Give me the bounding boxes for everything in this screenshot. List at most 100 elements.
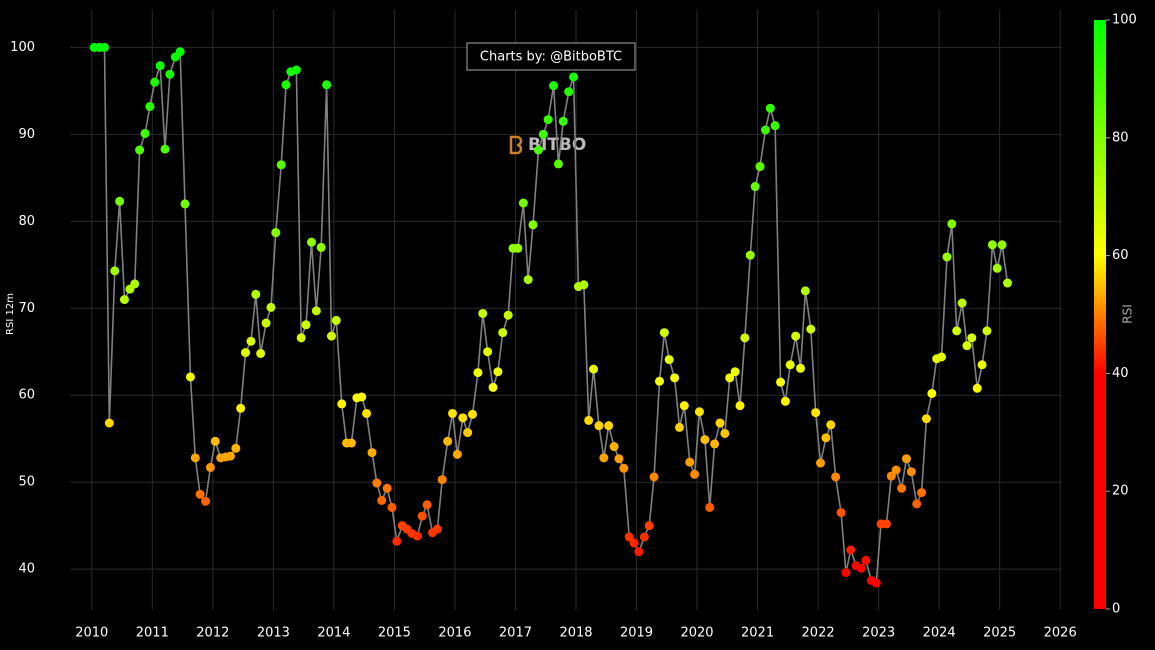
point (589, 364, 599, 374)
point (740, 333, 750, 343)
point (443, 436, 453, 446)
point (770, 121, 780, 131)
point (458, 413, 468, 423)
point (498, 328, 508, 338)
point (201, 496, 211, 506)
point (150, 77, 160, 87)
point (180, 199, 190, 209)
point (311, 306, 321, 316)
point (664, 355, 674, 365)
point (236, 403, 246, 413)
point (382, 483, 392, 493)
colorbar-tick-label: 40 (1112, 366, 1129, 381)
point (927, 388, 937, 398)
point (437, 475, 447, 485)
point (119, 295, 129, 305)
point (130, 279, 140, 289)
point (947, 219, 957, 229)
point (685, 457, 695, 467)
point (533, 145, 543, 155)
x-tick-label: 2018 (559, 626, 592, 641)
point (160, 144, 170, 154)
point (372, 478, 382, 488)
point (493, 367, 503, 377)
x-tick-label: 2016 (438, 626, 471, 641)
point (463, 428, 473, 438)
point (185, 372, 195, 382)
point (891, 465, 901, 475)
point (322, 80, 332, 90)
point (791, 331, 801, 341)
point (175, 47, 185, 57)
point (518, 198, 528, 208)
x-tick-label: 2012 (196, 626, 229, 641)
point (659, 328, 669, 338)
point (952, 326, 962, 336)
point (432, 524, 442, 534)
point (614, 454, 624, 464)
point (750, 182, 760, 192)
point (826, 420, 836, 430)
point (776, 377, 786, 387)
grid (70, 10, 1062, 610)
point (921, 414, 931, 424)
colorbar (1094, 20, 1106, 609)
point (725, 373, 735, 383)
x-tick-label: 2013 (257, 626, 290, 641)
point (528, 220, 538, 230)
point (710, 439, 720, 449)
x-tick-label: 2021 (741, 626, 774, 641)
point (503, 310, 513, 320)
point (715, 418, 725, 428)
point (674, 422, 684, 432)
point (629, 538, 639, 548)
point (579, 280, 589, 290)
point (296, 333, 306, 343)
point (241, 348, 251, 358)
point (195, 489, 205, 499)
point (655, 376, 665, 386)
point (901, 454, 911, 464)
colorbar-title: RSI (1121, 304, 1135, 324)
point (619, 463, 629, 473)
point (977, 360, 987, 370)
point (165, 69, 175, 79)
point (306, 237, 316, 247)
point (942, 252, 952, 262)
y-tick-label: 90 (18, 127, 35, 142)
point (115, 196, 125, 206)
point (755, 162, 765, 172)
x-tick-label: 2023 (862, 626, 895, 641)
colorbar-tick-label: 100 (1112, 13, 1137, 28)
point (992, 263, 1002, 273)
x-tick-label: 2017 (499, 626, 532, 641)
x-tick-label: 2020 (680, 626, 713, 641)
point (549, 81, 559, 91)
point (357, 392, 367, 402)
point (104, 418, 114, 428)
point (856, 563, 866, 573)
point (448, 408, 458, 418)
point (800, 286, 810, 296)
point (957, 298, 967, 308)
point (987, 240, 997, 250)
x-tick-label: 2011 (136, 626, 169, 641)
point (897, 483, 907, 493)
point (917, 488, 927, 498)
point (99, 42, 109, 52)
y-tick-label: 40 (18, 562, 35, 577)
point (745, 250, 755, 260)
point (301, 320, 311, 330)
point (967, 333, 977, 343)
y-axis-label: RSI 12m (5, 293, 16, 335)
y-tick-label: 80 (18, 214, 35, 229)
point (190, 453, 200, 463)
point (700, 435, 710, 445)
point (831, 472, 841, 482)
point (231, 443, 241, 453)
point (337, 399, 347, 409)
point (670, 373, 680, 383)
point (780, 396, 790, 406)
point (281, 80, 291, 90)
